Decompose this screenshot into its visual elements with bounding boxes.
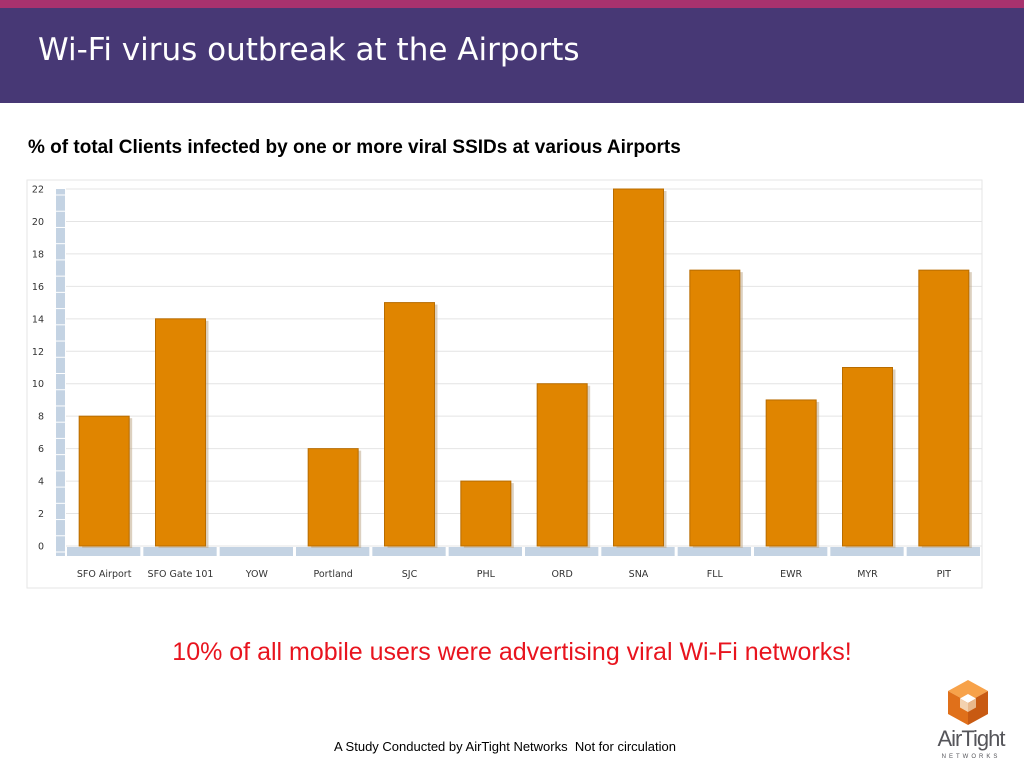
y-axis-bar xyxy=(56,189,65,556)
x-axis-segment xyxy=(525,547,599,556)
header-band xyxy=(0,8,1024,103)
y-tick-label: 18 xyxy=(32,249,44,260)
header-accent-stripe xyxy=(0,0,1024,8)
y-tick-label: 16 xyxy=(32,282,44,293)
bar xyxy=(613,188,664,547)
x-axis-segment xyxy=(219,547,293,556)
y-tick-label: 20 xyxy=(32,217,44,228)
x-tick-label: PHL xyxy=(477,569,496,580)
bar xyxy=(918,269,970,547)
x-axis-segment xyxy=(830,547,904,556)
x-tick-label: SFO Airport xyxy=(77,569,132,580)
x-tick-label: MYR xyxy=(857,569,878,580)
y-tick-label: 10 xyxy=(32,379,44,390)
y-tick-label: 6 xyxy=(38,444,44,455)
bar xyxy=(307,448,359,547)
x-tick-label: ORD xyxy=(551,569,572,580)
x-axis-segment xyxy=(906,547,980,556)
chart-heading: % of total Clients infected by one or mo… xyxy=(28,137,681,158)
bar xyxy=(536,383,588,547)
y-tick-label: 22 xyxy=(32,185,44,196)
bar xyxy=(765,399,817,547)
bar xyxy=(689,269,741,547)
x-axis-segment xyxy=(754,547,828,556)
x-axis-segment xyxy=(143,547,217,556)
bar xyxy=(384,302,435,547)
bar xyxy=(155,318,206,547)
x-tick-label: EWR xyxy=(780,569,802,580)
y-tick-label: 4 xyxy=(38,477,44,488)
bar xyxy=(78,415,130,547)
bar xyxy=(460,480,512,547)
x-axis-segment xyxy=(296,547,370,556)
cube-icon xyxy=(948,680,988,725)
logo-subtext: NETWORKS xyxy=(941,754,1001,760)
x-tick-label: Portland xyxy=(313,569,352,580)
bar-chart: 0 2 4 6 8 10 12 14 16 18 20 22 SFO Airport SFO Gate 1… xyxy=(26,179,983,589)
x-tick-label: YOW xyxy=(245,569,269,580)
bar xyxy=(842,367,893,547)
x-tick-label: SJC xyxy=(402,569,418,580)
x-axis-segment xyxy=(677,547,751,556)
callout-text: 10% of all mobile users were advertising… xyxy=(172,638,852,666)
y-tick-label: 12 xyxy=(32,347,44,358)
slide-title: Wi-Fi virus outbreak at the Airports xyxy=(38,32,580,68)
y-tick-label: 0 xyxy=(38,542,44,553)
logo-wordmark: AirTight xyxy=(937,726,1006,751)
y-tick-label: 8 xyxy=(38,412,44,423)
x-axis-segment xyxy=(601,547,675,556)
x-tick-label: PIT xyxy=(937,569,952,580)
x-axis-segment xyxy=(372,547,446,556)
company-logo: AirTight NETWORKS xyxy=(926,678,1016,762)
footer-text: A Study Conducted by AirTight Networks N… xyxy=(333,739,676,754)
y-tick-label: 2 xyxy=(38,509,44,520)
y-tick-label: 14 xyxy=(32,314,44,325)
x-axis-segment xyxy=(448,547,522,556)
x-axis-segment xyxy=(67,547,141,556)
x-tick-label: SNA xyxy=(629,569,649,580)
x-tick-label: SFO Gate 101 xyxy=(148,569,214,580)
x-tick-label: FLL xyxy=(707,569,724,580)
